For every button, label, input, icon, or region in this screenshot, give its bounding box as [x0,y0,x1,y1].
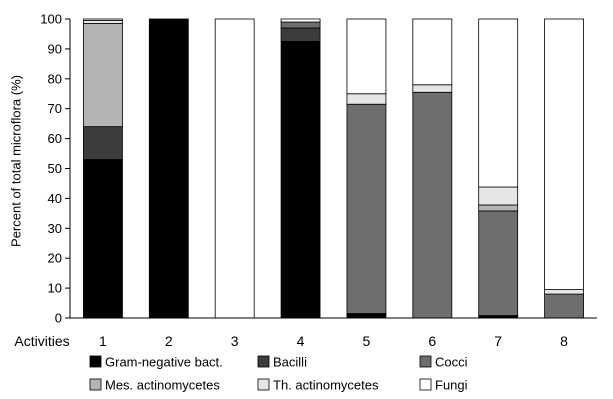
y-tick-label: 70 [48,101,62,116]
legend-label: Bacilli [273,355,307,370]
y-axis-title: Percent of total microflora (%) [8,75,23,247]
bar-segment-7-5 [478,186,519,206]
legend-label: Gram-negative bact. [105,355,223,370]
bar-segment-5-6 [346,18,387,95]
bar-segment-6-3 [412,91,453,319]
bar-segment-8-6 [544,18,584,290]
bar-segment-5-3 [346,103,387,314]
bar-segment-1-2 [83,126,123,160]
bar-segment-1-6 [83,18,123,21]
x-tick-label: 5 [363,333,371,349]
bar-segment-8-5 [544,289,584,295]
x-tick-label: 6 [428,333,436,349]
legend-swatch [419,378,432,391]
y-tick-label: 100 [40,12,62,27]
x-tick-label: 1 [99,333,107,349]
y-tick-label: 0 [55,311,62,326]
legend-swatch [89,378,102,391]
bar-segment-1-5 [83,20,123,24]
bar-segment-5-1 [346,313,387,319]
bar-segment-4-6 [280,18,321,23]
y-tick-label: 20 [48,251,62,266]
x-tick-label: 7 [494,333,502,349]
legend-label: Th. actinomycetes [273,378,379,393]
legend-swatch [257,378,270,391]
legend-swatch [89,355,102,368]
bar-segment-8-3 [544,293,584,319]
x-tick-label: 2 [165,333,173,349]
bar-segment-1-1 [83,159,123,319]
bar-segment-7-6 [478,18,519,188]
bar-segment-2-1 [148,18,189,319]
bar-segment-6-5 [412,84,453,93]
y-tick-label: 90 [48,41,62,56]
bar-segment-7-4 [478,204,519,212]
x-axis-title: Activities [14,333,69,349]
y-tick-label: 30 [48,221,62,236]
y-tick-label: 40 [48,191,62,206]
legend-swatch [419,355,432,368]
legend-label: Fungi [435,378,468,393]
bar-segment-4-2 [280,27,321,42]
y-tick-label: 80 [48,71,62,86]
y-tick-label: 50 [48,161,62,176]
y-tick-label: 10 [48,281,62,296]
bar-segment-6-6 [412,18,453,86]
bar-segment-4-3 [280,21,321,29]
bar-segment-3-6 [214,18,255,319]
bar-segment-1-4 [83,23,123,128]
bar-segment-7-3 [478,210,519,317]
bar-segment-5-5 [346,93,387,105]
legend-label: Cocci [435,355,468,370]
x-tick-label: 3 [231,333,239,349]
x-tick-label: 4 [297,333,305,349]
x-tick-label: 8 [560,333,568,349]
y-tick-label: 60 [48,131,62,146]
legend-label: Mes. actinomycetes [105,378,220,393]
legend-swatch [257,355,270,368]
bar-segment-4-1 [280,41,321,319]
